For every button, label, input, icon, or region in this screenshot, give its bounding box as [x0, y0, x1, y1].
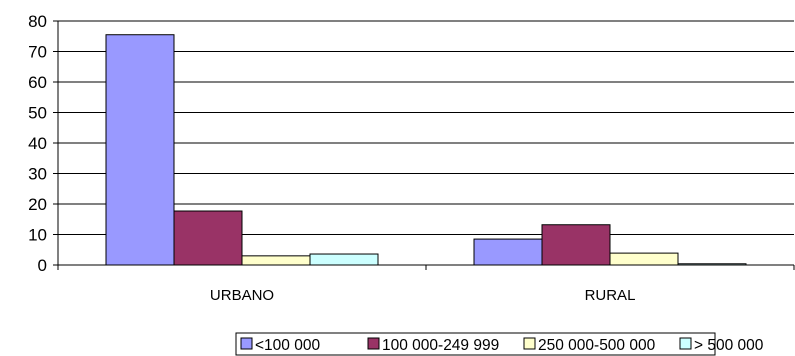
bar-rural-series-1 — [473, 238, 543, 266]
legend-label: <100 000 — [255, 337, 320, 354]
x-axis-ticks: URBANO RURAL — [57, 265, 795, 304]
y-tick-label: 60 — [28, 73, 47, 92]
y-axis-ticks: 0 10 20 30 40 50 60 70 80 — [28, 12, 58, 275]
y-tick-label: 0 — [38, 256, 47, 275]
y-tick-label: 50 — [28, 104, 47, 123]
legend-swatch — [679, 337, 692, 350]
legend-label: 250 000-500 000 — [538, 337, 656, 354]
bar-urbano-series-3 — [241, 255, 311, 266]
y-tick-label: 30 — [28, 165, 47, 184]
y-tick-label: 70 — [28, 43, 47, 62]
y-tick-label: 10 — [28, 226, 47, 245]
legend-label: 100 000-249 999 — [382, 337, 499, 354]
legend-label: > 500 000 — [694, 337, 764, 354]
y-tick-label: 40 — [28, 134, 47, 153]
x-category-label: RURAL — [585, 287, 636, 304]
bar-urbano-series-1 — [105, 34, 175, 266]
bar-urbano-series-4 — [309, 253, 379, 266]
bar-urbano-series-2 — [173, 210, 243, 266]
legend-swatch — [367, 337, 380, 350]
bars — [105, 34, 747, 266]
legend-frame — [235, 332, 716, 356]
legend: <100 000 100 000-249 999 250 000-500 000 > … — [235, 332, 764, 356]
bar-rural-series-3 — [609, 252, 679, 266]
gridlines — [58, 20, 794, 235]
y-tick-label: 80 — [28, 12, 47, 31]
legend-swatch — [240, 337, 253, 350]
y-tick-label: 20 — [28, 195, 47, 214]
legend-swatch — [523, 337, 536, 350]
x-category-label: URBANO — [210, 287, 274, 304]
bar-rural-series-2 — [541, 224, 611, 266]
